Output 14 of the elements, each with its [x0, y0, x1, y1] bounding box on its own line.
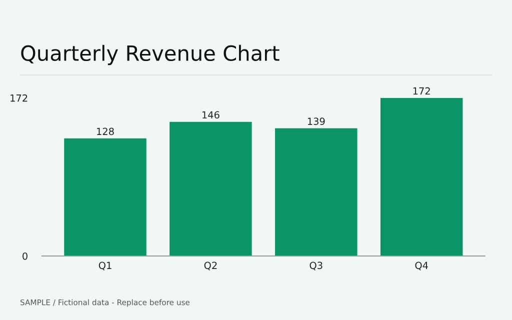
x-tick-label: Q1 [98, 262, 112, 270]
x-tick-label: Q4 [415, 262, 428, 270]
data-label: 146 [202, 111, 220, 119]
x-tick-label: Q3 [310, 262, 322, 270]
data-label: 139 [308, 118, 325, 125]
bar [380, 98, 463, 256]
x-tick-label: Q2 [204, 262, 217, 270]
bar [170, 122, 252, 256]
data-label: 128 [97, 128, 114, 136]
y-tick-label: 0 [22, 252, 28, 260]
data-label: 172 [413, 87, 430, 95]
bar [275, 128, 358, 256]
chart-title: Quarterly Revenue Chart [21, 44, 280, 66]
bar [64, 138, 146, 256]
